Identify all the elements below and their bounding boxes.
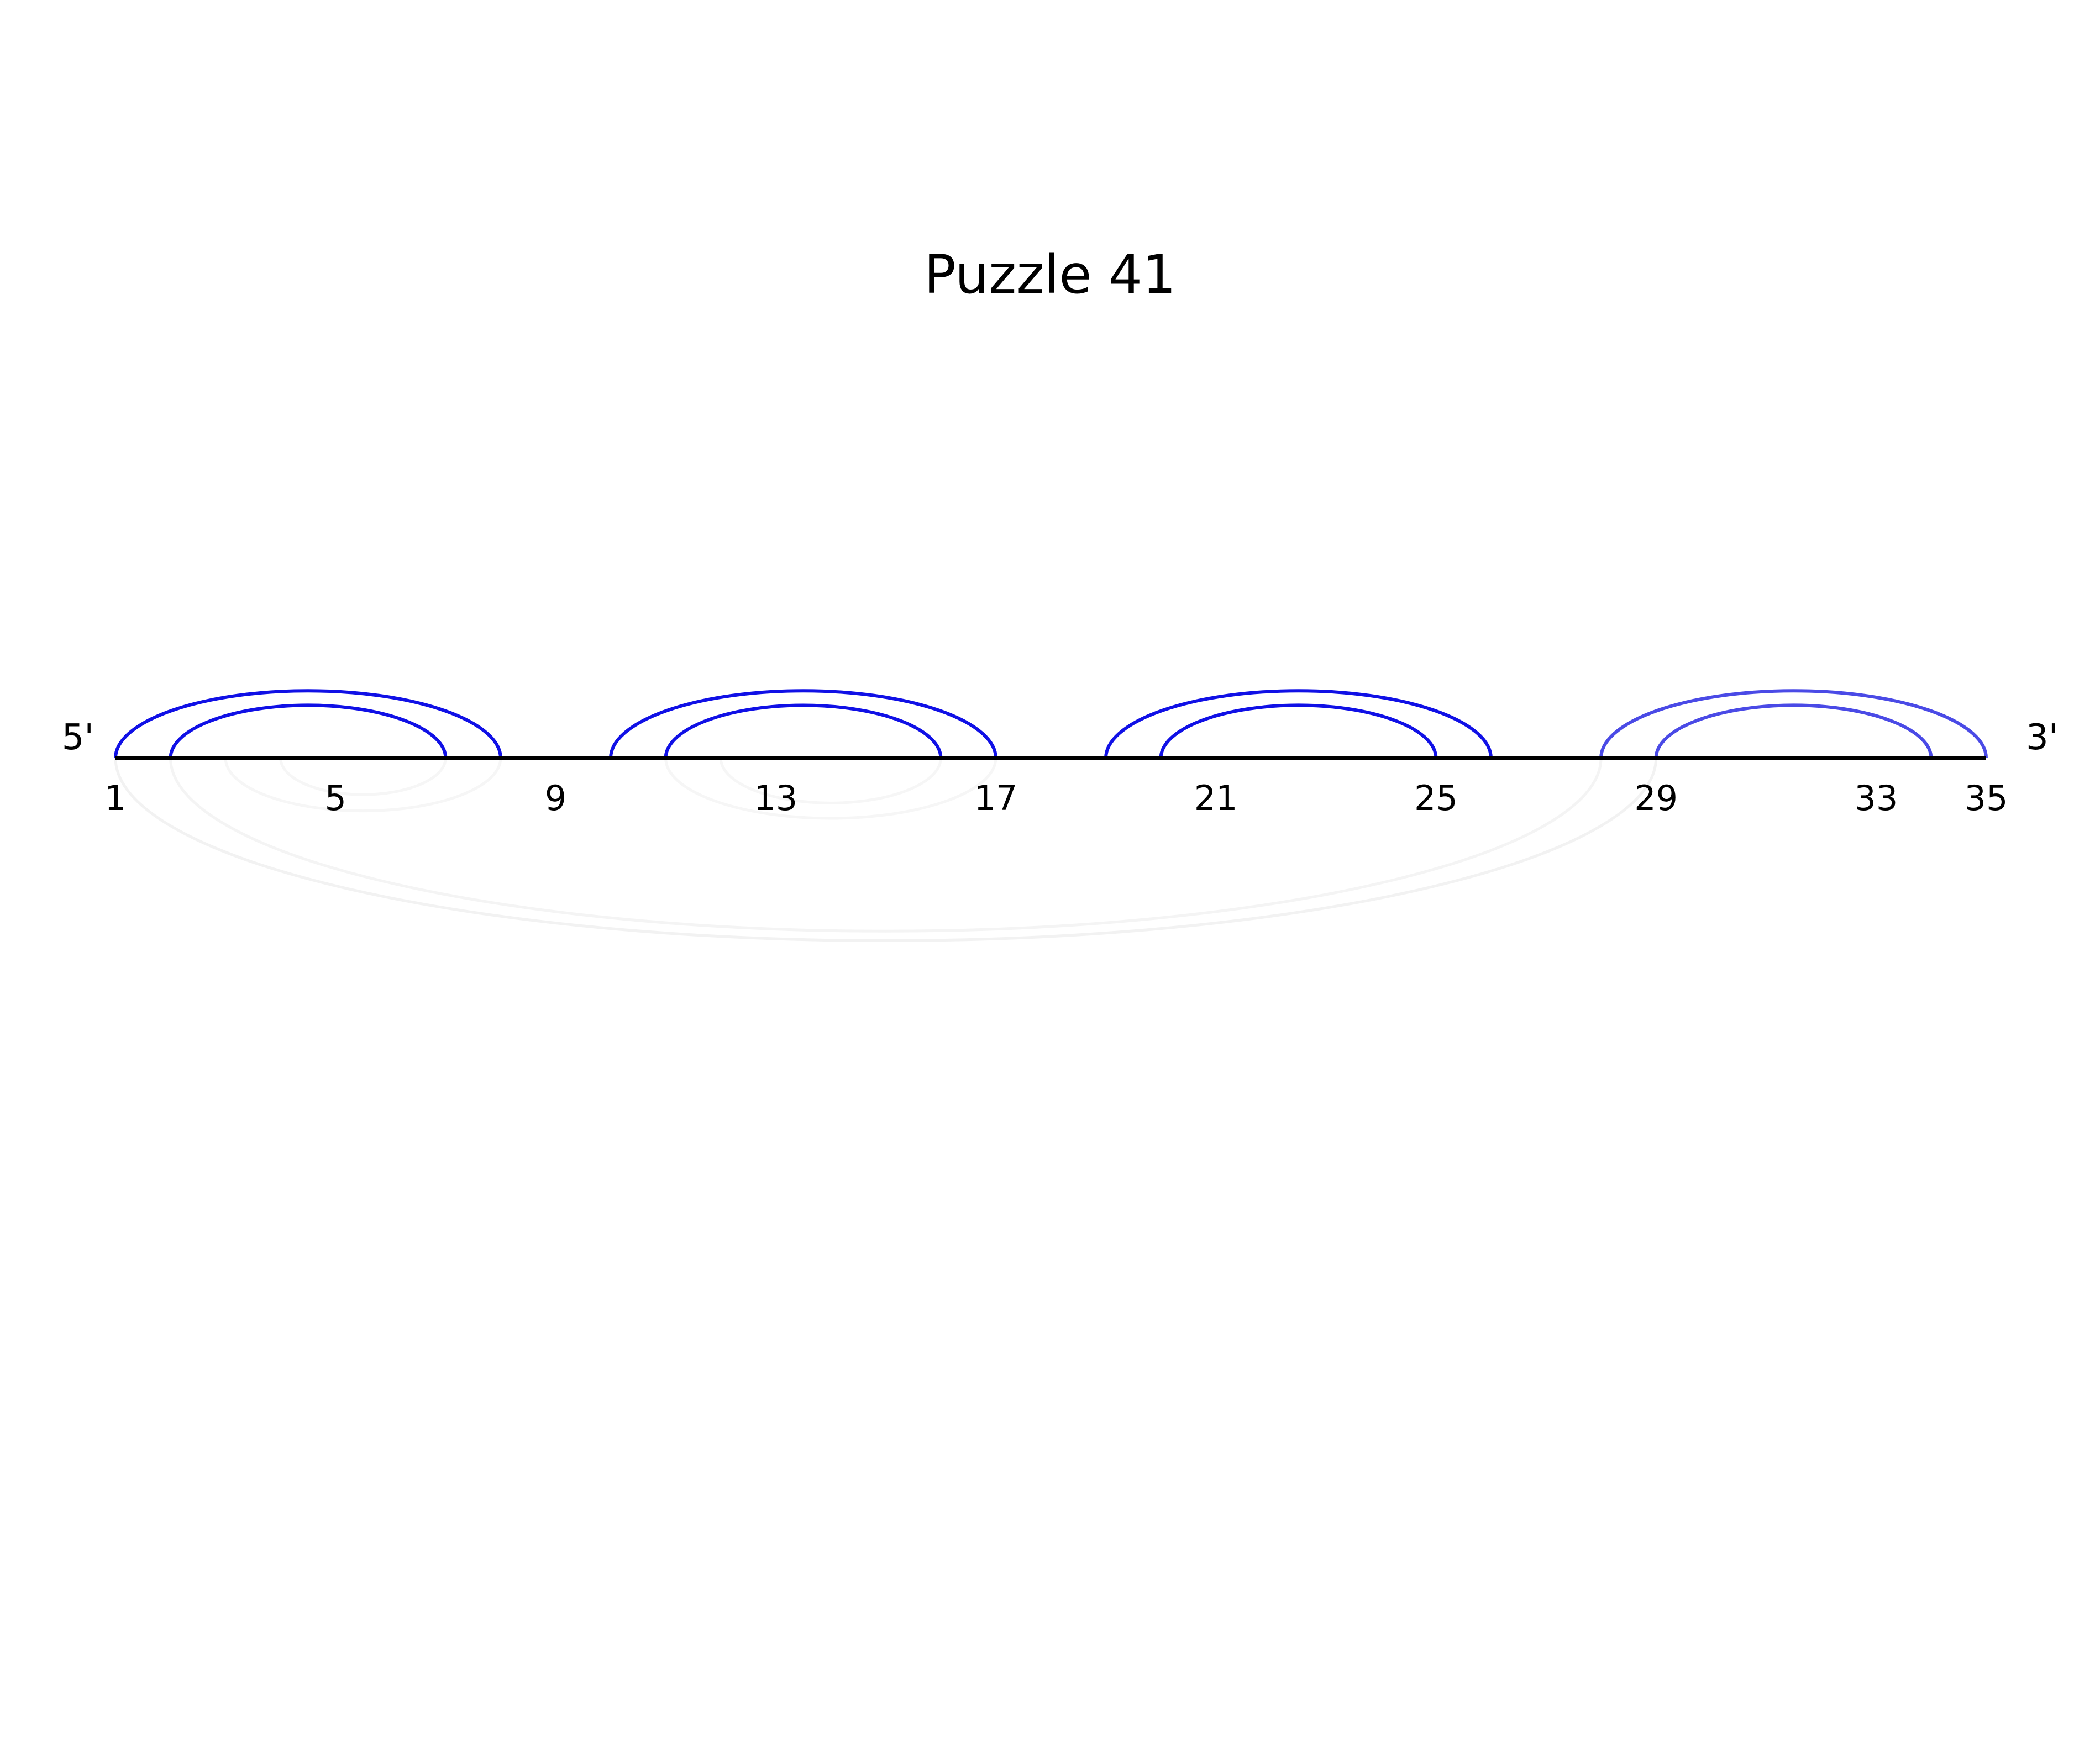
upper-arc-29-34 [1654,703,1933,759]
lower-arc-11-17 [664,758,998,820]
upper-arc-20-25 [1159,703,1438,759]
position-label-group: 1 5 9 13 17 21 25 29 33 35 [104,778,2008,818]
lower-arc-3-8 [224,758,502,813]
position-label-13: 13 [754,778,797,818]
position-label-35: 35 [1965,778,2008,818]
upper-arc-2-7 [169,703,448,759]
position-label-29: 29 [1634,778,1678,818]
lower-arc-12-16 [719,758,942,804]
position-label-33: 33 [1854,778,1898,818]
position-label-9: 9 [545,778,566,818]
position-label-5: 5 [325,778,347,818]
lower-arc-1-29 [114,758,1658,942]
lower-arc-2-28 [169,758,1603,933]
upper-arc-10-17 [609,689,998,759]
upper-arc-19-26 [1104,689,1493,759]
position-label-1: 1 [104,778,126,818]
position-label-25: 25 [1414,778,1458,818]
five-prime-label: 5' [62,717,94,758]
upper-arc-1-8 [114,689,502,759]
position-label-17: 17 [974,778,1017,818]
upper-arc-28-35 [1599,689,1988,759]
three-prime-label: 3' [2026,717,2058,758]
diagram-title: Puzzle 41 [924,244,1176,306]
position-label-21: 21 [1194,778,1238,818]
lower-arc-4-7 [279,758,447,796]
upper-arc-group [114,689,1988,759]
upper-arc-11-16 [664,703,943,759]
lower-arc-group [114,758,1658,942]
